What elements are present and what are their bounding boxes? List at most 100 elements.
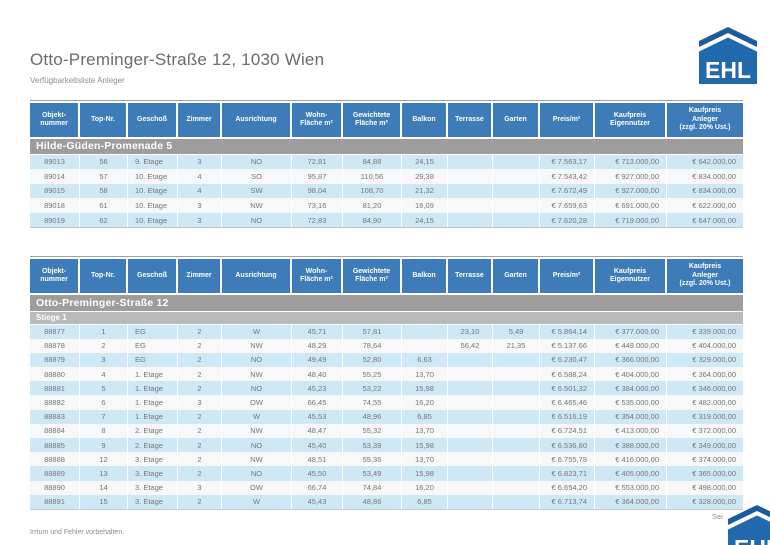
table-row: 88888 12 3. Etage 2 NW 48,51 55,36 13,70 € 6.755… — [30, 452, 743, 467]
table-cell: € 6.465,46 — [540, 395, 595, 410]
table-cell — [448, 367, 493, 382]
table-cell: W — [222, 494, 292, 509]
table-header-row: Objekt- nummer Top-Nr. Geschoß Zimmer Ausric… — [30, 259, 743, 293]
column-header: Geschoß — [128, 259, 178, 293]
table-cell: € 372.000,00 — [667, 423, 743, 438]
table-row: 89019 62 10. Etage 3 NO 72,83 84,90 24,15 € 7.62… — [30, 212, 743, 228]
table-cell: SW — [222, 183, 292, 199]
table-cell — [493, 452, 540, 467]
page-title: Otto-Preminger-Straße 12, 1030 Wien — [30, 50, 325, 69]
table-cell: € 346.000,00 — [667, 381, 743, 396]
table-cell: 62 — [80, 212, 128, 228]
column-header: Wohn- Fläche m² — [292, 259, 343, 293]
table-cell: € 329.000,00 — [667, 352, 743, 368]
table-cell: 9. Etage — [128, 154, 178, 170]
table-cell: 10. Etage — [128, 198, 178, 213]
table-cell: € 691.000,00 — [595, 198, 667, 213]
table-cell: 8 — [80, 423, 128, 438]
table-row: 89014 57 10. Etage 4 SO 95,87 110,56 29,38 € 7.5… — [30, 169, 743, 184]
column-header: Top-Nr. — [80, 103, 128, 137]
table-body: 88877 1 EG 2 W 45,71 57,81 23,10 5,49 € 5.864,14 €… — [30, 324, 743, 510]
column-header: Gewichtete Fläche m² — [343, 103, 402, 137]
column-header: Kaufpreis Anleger (zzgl. 20% Ust.) — [667, 259, 743, 293]
table-cell: € 388.000,00 — [595, 438, 667, 453]
column-header: Top-Nr. — [80, 259, 128, 293]
table-cell: € 482.000,00 — [667, 395, 743, 410]
table-cell — [493, 409, 540, 424]
table-cell: 2 — [178, 338, 222, 353]
table-cell: € 328.000,00 — [667, 494, 743, 509]
table-cell: 66,74 — [292, 480, 343, 495]
table-cell: OW — [222, 395, 292, 410]
table-cell: € 642.000,00 — [667, 154, 743, 170]
table-cell: NO — [222, 381, 292, 396]
table-row: 88879 3 EG 2 NO 49,49 52,80 6,63 € 6.230,47 € 366… — [30, 352, 743, 368]
table-cell: 84,90 — [343, 212, 402, 228]
column-header: Objekt- nummer — [30, 259, 80, 293]
table-cell: EG — [128, 338, 178, 353]
table-cell: € 647.000,00 — [667, 212, 743, 228]
table-cell: € 927.000,00 — [595, 183, 667, 199]
table-cell: 15 — [80, 494, 128, 509]
table-cell — [493, 169, 540, 184]
table-cell: 45,40 — [292, 438, 343, 453]
house-roof-icon: EHL — [728, 505, 770, 545]
table-cell — [493, 367, 540, 382]
table-row: 88889 13 3. Etage 2 NO 45,50 53,49 15,98 € 6.823… — [30, 466, 743, 481]
table-cell: € 6.230,47 — [540, 352, 595, 368]
table-row: 88884 8 2. Etage 2 NW 48,47 55,32 13,70 € 6.724,… — [30, 423, 743, 438]
table-cell: € 6.713,74 — [540, 494, 595, 509]
table-cell: 4 — [178, 183, 222, 199]
table-cell: 45,23 — [292, 381, 343, 396]
table-cell: € 413.000,00 — [595, 423, 667, 438]
table-cell: 88884 — [30, 423, 80, 438]
table-cell: 2 — [178, 423, 222, 438]
table-cell: 1. Etage — [128, 395, 178, 410]
table-cell: 88890 — [30, 480, 80, 495]
table-cell: NO — [222, 466, 292, 481]
table-cell: 2 — [80, 338, 128, 353]
table-row: 89015 58 10. Etage 4 SW 98,04 108,70 21,32 € 7.6… — [30, 183, 743, 199]
table-cell: 88888 — [30, 452, 80, 467]
table-cell: 57,81 — [343, 324, 402, 339]
table-cell: 72,81 — [292, 154, 343, 170]
table-row: 89018 61 10. Etage 3 NW 73,16 81,20 16,09 € 7.65… — [30, 198, 743, 213]
table-cell: 66,45 — [292, 395, 343, 410]
table-cell: 13,70 — [402, 423, 448, 438]
table-cell: 55,36 — [343, 452, 402, 467]
table-cell: 3 — [178, 198, 222, 213]
table-cell: 13,70 — [402, 452, 448, 467]
table-cell: 53,49 — [343, 466, 402, 481]
table-cell: 1. Etage — [128, 367, 178, 382]
table-cell — [493, 438, 540, 453]
column-header: Balkon — [402, 259, 448, 293]
table-cell: W — [222, 409, 292, 424]
table-cell: 4 — [178, 169, 222, 184]
column-header: Preis/m² — [540, 259, 595, 293]
table-cell: 3. Etage — [128, 466, 178, 481]
table-cell: SO — [222, 169, 292, 184]
table-cell: 10. Etage — [128, 183, 178, 199]
table-cell: 24,15 — [402, 212, 448, 228]
table-cell: NW — [222, 423, 292, 438]
column-header: Kaufpreis Eigennutzer — [595, 103, 667, 137]
table-cell: € 7.672,49 — [540, 183, 595, 199]
table-cell: € 416.000,00 — [595, 452, 667, 467]
availability-table-otto-preminger: Objekt- nummer Top-Nr. Geschoß Zimmer Ausric… — [30, 256, 743, 510]
table-cell — [448, 494, 493, 509]
table-cell: NW — [222, 452, 292, 467]
table-cell: 74,55 — [343, 395, 402, 410]
table-cell: 58 — [80, 183, 128, 199]
table-cell — [493, 494, 540, 509]
table-cell: 3. Etage — [128, 494, 178, 509]
table-cell: NW — [222, 338, 292, 353]
table-cell: € 6.724,51 — [540, 423, 595, 438]
table-cell — [493, 212, 540, 228]
table-cell: 74,84 — [343, 480, 402, 495]
table-cell: € 7.620,28 — [540, 212, 595, 228]
table-cell: 110,56 — [343, 169, 402, 184]
table-cell: 95,87 — [292, 169, 343, 184]
table-cell — [448, 381, 493, 396]
table-row: 89013 56 9. Etage 3 NO 72,81 84,88 24,15 € 7.563… — [30, 154, 743, 170]
table-cell — [448, 409, 493, 424]
